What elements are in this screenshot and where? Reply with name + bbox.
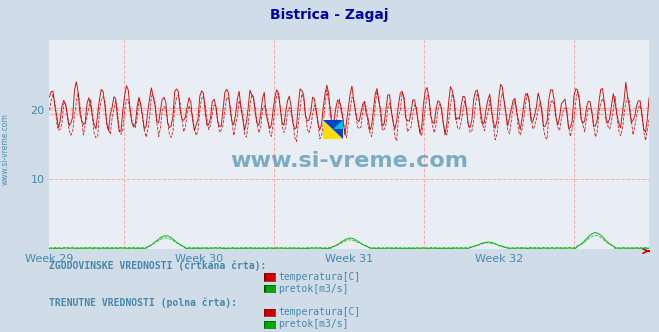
Polygon shape [333, 120, 343, 129]
Text: www.si-vreme.com: www.si-vreme.com [230, 151, 469, 171]
Polygon shape [323, 120, 343, 139]
Text: pretok[m3/s]: pretok[m3/s] [278, 319, 349, 329]
Text: ZGODOVINSKE VREDNOSTI (črtkana črta):: ZGODOVINSKE VREDNOSTI (črtkana črta): [49, 261, 267, 271]
Text: TRENUTNE VREDNOSTI (polna črta):: TRENUTNE VREDNOSTI (polna črta): [49, 297, 237, 308]
Text: www.si-vreme.com: www.si-vreme.com [1, 114, 10, 185]
Text: temperatura[C]: temperatura[C] [278, 272, 360, 282]
Text: pretok[m3/s]: pretok[m3/s] [278, 284, 349, 293]
Text: temperatura[C]: temperatura[C] [278, 307, 360, 317]
Polygon shape [323, 120, 343, 139]
Text: Bistrica - Zagaj: Bistrica - Zagaj [270, 8, 389, 22]
